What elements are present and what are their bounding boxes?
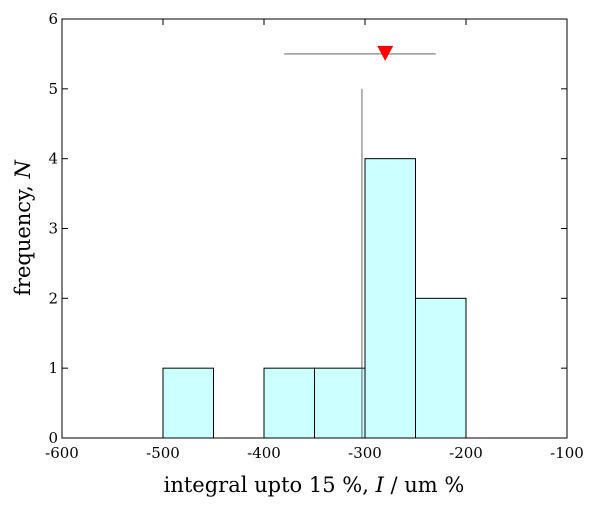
x-tick-label-3: -300 [348,444,382,462]
x-tick-label-0: -600 [45,444,79,462]
y-axis-title-prefix: frequency, [11,179,35,296]
histogram-bars [162,158,467,439]
y-axis-title-var: N [11,160,35,180]
y-axis-title: frequency, N [11,160,35,296]
histogram-bar-3 [364,158,416,439]
x-axis-title-prefix: integral upto 15 %, [164,473,376,497]
marker-triangle [377,45,394,61]
y-tick-label-3: 3 [48,220,58,238]
x-axis-title-var: I [375,473,385,497]
histogram-bar-2 [314,367,366,439]
x-axis-title-suffix: / um % [384,473,465,497]
y-tick-label-1: 1 [48,359,58,377]
x-tick-label-5: -100 [550,444,584,462]
histogram-bar-4 [415,297,467,439]
y-tick-label-2: 2 [48,289,58,307]
y-tick-label-6: 6 [48,10,58,28]
y-tick-label-0: 0 [48,429,58,447]
x-tick-label-2: -400 [247,444,281,462]
histogram-bar-1 [263,367,315,439]
y-tick-label-4: 4 [48,150,58,168]
x-tick-label-4: -200 [449,444,483,462]
marker-group [284,45,436,61]
y-tick-label-5: 5 [48,80,58,98]
x-tick-label-1: -500 [146,444,180,462]
histogram-bar-0 [162,367,214,439]
axis-ticks: -600 -500 -400 -300 -200 -100 0 1 2 3 4 5 6 [45,10,584,462]
x-axis-title: integral upto 15 %, I / um % [164,473,465,497]
